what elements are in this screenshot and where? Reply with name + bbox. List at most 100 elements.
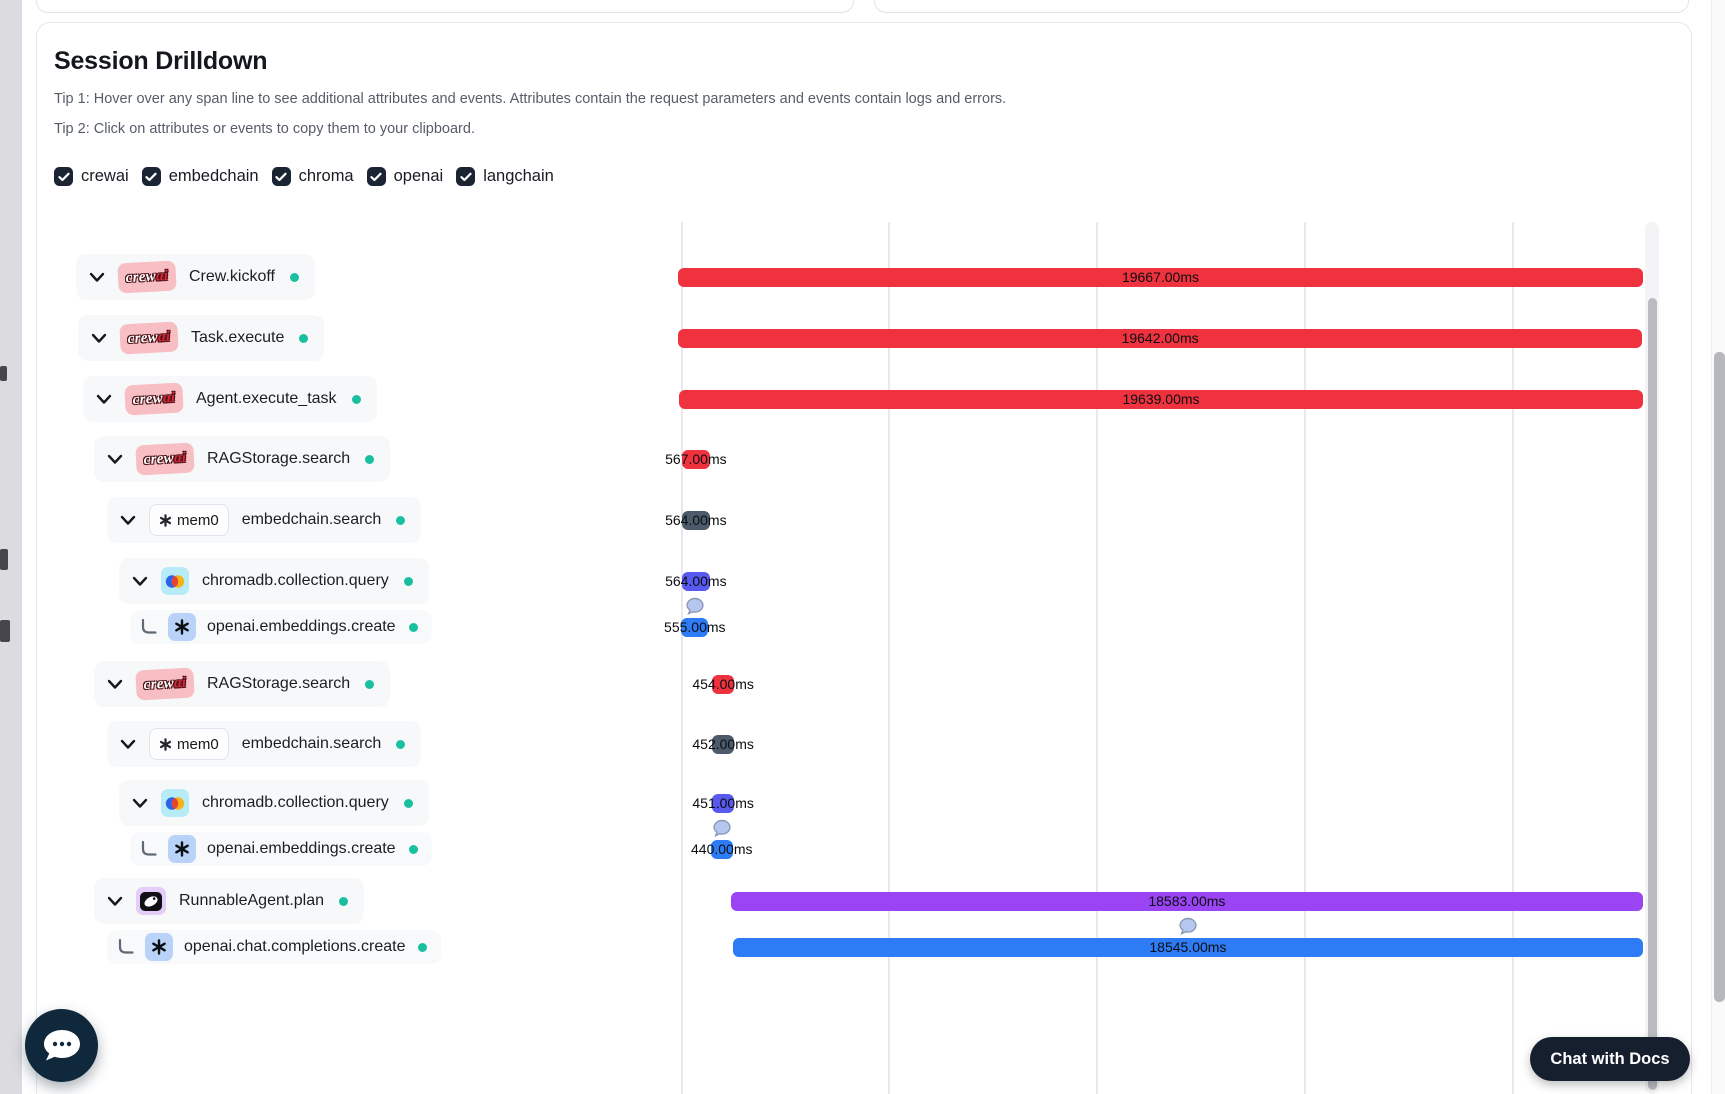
span-duration-bar[interactable]: 440.00ms [691,839,752,859]
span-duration-bar[interactable]: 19639.00ms [679,389,1643,409]
span-name: Crew.kickoff [189,268,275,285]
library-filter[interactable]: openai [366,167,444,186]
library-logo [145,933,173,961]
status-dot [396,739,406,749]
tip-1: Tip 1: Hover over any span line to see a… [54,91,1007,107]
library-logo: crew ai [117,260,177,294]
duration-label: 19667.00ms [1121,269,1200,285]
span-name: openai.chat.completions.create [184,938,406,955]
span-row[interactable]: openai.chat.completions.create [107,930,442,964]
span-duration-bar[interactable]: 18583.00ms [730,891,1643,911]
status-dot [351,394,361,404]
crewai-logo: crew ai [119,321,179,355]
tip-2: Tip 2: Click on attributes or events to … [54,121,475,137]
chat-widget-button[interactable] [25,1009,98,1082]
library-filter[interactable]: crewai [54,167,129,186]
chat-with-docs-button[interactable]: Chat with Docs [1530,1037,1690,1081]
chevron-down-icon[interactable] [96,394,112,405]
span-row[interactable]: mem0 embedchain.search [107,721,422,767]
span-name: Task.execute [191,329,285,346]
span-row[interactable]: mem0 embedchain.search [107,497,422,543]
status-dot [365,679,375,689]
span-duration-bar[interactable]: 564.00ms [665,571,727,591]
chevron-down-icon[interactable] [89,272,105,283]
filter-label: openai [393,167,444,185]
span-name: embedchain.search [241,735,382,752]
checkbox-checked[interactable] [366,167,386,186]
span-name: openai.embeddings.create [207,618,396,635]
mem0-logo: mem0 [149,728,229,760]
checkbox-checked[interactable] [141,167,161,186]
span-duration-bar[interactable]: 567.00ms [665,449,727,469]
duration-label: 564.00ms [665,512,727,528]
status-dot [408,622,418,632]
span-duration-bar[interactable]: 564.00ms [665,510,727,530]
status-dot [289,272,299,282]
chat-with-docs-label: Chat with Docs [1550,1049,1670,1068]
chat-bubble-icon [42,1028,82,1064]
chevron-down-icon[interactable] [107,679,123,690]
span-duration-bar[interactable]: 19642.00ms [678,328,1642,348]
crewai-logo: crew ai [135,667,195,701]
crewai-logo: crew ai [117,260,177,294]
library-logo [161,789,189,817]
library-logo [168,835,196,863]
duration-label: 19642.00ms [1121,330,1199,346]
span-duration-bar[interactable]: 555.00ms [664,617,726,637]
duration-label: 19639.00ms [1122,391,1200,407]
chevron-down-icon[interactable] [107,454,123,465]
span-row[interactable]: crew ai RAGStorage.search [94,661,391,707]
comment-bubble-icon[interactable] [713,819,731,838]
chevron-down-icon[interactable] [91,333,107,344]
openai-logo [145,933,173,961]
span-duration-bar[interactable]: 18545.00ms [732,937,1643,957]
cropped-text-mark [0,620,10,642]
span-duration-bar[interactable]: 452.00ms [692,734,754,754]
span-row[interactable]: crew ai RAGStorage.search [94,436,391,482]
grid-line [681,222,683,1094]
library-filter[interactable]: chroma [271,167,354,186]
span-duration-bar[interactable]: 454.00ms [692,674,754,694]
chevron-down-icon[interactable] [107,896,123,907]
span-row[interactable]: RunnableAgent.plan [94,878,365,924]
comment-bubble-icon[interactable] [686,597,704,616]
span-row[interactable]: crew ai Crew.kickoff [76,254,315,300]
span-name: chromadb.collection.query [202,572,389,589]
grid-line [1304,222,1306,1094]
elbow-connector-icon [140,619,157,635]
cropped-text-mark [0,549,8,570]
span-row[interactable]: openai.embeddings.create [130,610,432,644]
span-row[interactable]: crew ai Task.execute [78,315,325,361]
elbow-connector-icon [140,841,157,857]
span-row[interactable]: crew ai Agent.execute_task [83,376,377,422]
chevron-down-icon[interactable] [120,515,136,526]
span-name: chromadb.collection.query [202,794,389,811]
cropped-text-mark [0,366,7,381]
inner-scrollbar-thumb[interactable] [1648,298,1657,1090]
checkbox-checked[interactable] [456,167,476,186]
duration-label: 18583.00ms [1148,893,1226,909]
page-title: Session Drilldown [54,47,268,75]
comment-bubble-icon[interactable] [1179,917,1197,936]
chroma-logo [161,567,189,595]
span-row[interactable]: openai.embeddings.create [130,832,432,866]
duration-label: 567.00ms [665,451,727,467]
library-filter[interactable]: langchain [456,167,554,186]
page-scrollbar-thumb[interactable] [1714,352,1725,1002]
library-filter[interactable]: embedchain [141,167,259,186]
duration-label: 555.00ms [664,619,726,635]
status-dot [403,576,413,586]
checkbox-checked[interactable] [271,167,291,186]
span-duration-bar[interactable]: 451.00ms [692,793,754,813]
span-name: embedchain.search [241,511,382,528]
duration-label: 452.00ms [692,736,754,752]
checkbox-checked[interactable] [54,167,73,186]
chevron-down-icon[interactable] [132,576,148,587]
elbow-connector-icon [117,939,134,955]
filter-label: embedchain [168,167,259,185]
span-row[interactable]: chromadb.collection.query [119,780,429,826]
chevron-down-icon[interactable] [120,739,136,750]
span-row[interactable]: chromadb.collection.query [119,558,429,604]
chevron-down-icon[interactable] [132,798,148,809]
span-duration-bar[interactable]: 19667.00ms [678,267,1643,287]
